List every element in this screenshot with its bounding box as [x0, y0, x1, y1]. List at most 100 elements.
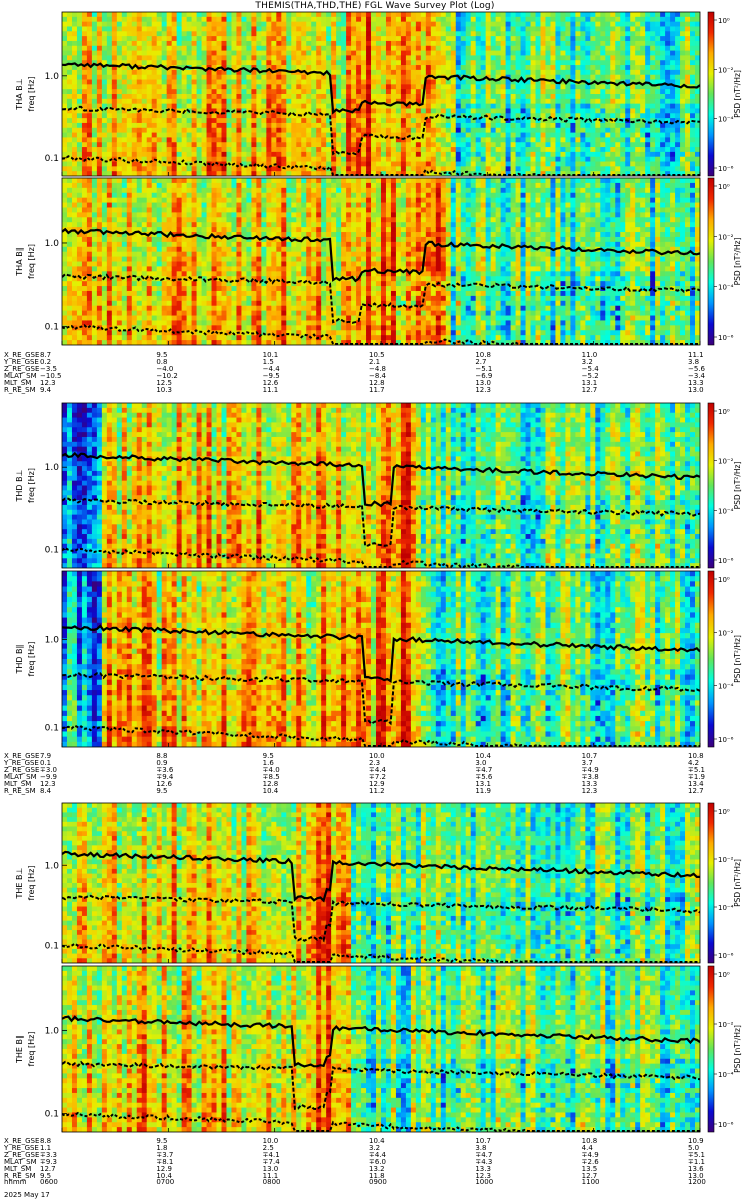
ephemeris-value: −10.5 [40, 372, 61, 380]
fce-line [62, 1015, 700, 1068]
ephemeris-value: 11.1 [263, 386, 279, 394]
ephemeris-value: 10.4 [369, 1138, 385, 1145]
ephemeris-row-label: R_RE_SM [4, 386, 36, 394]
ephemeris-value: 10.8 [475, 352, 491, 359]
ephemeris-value: 0.8 [156, 358, 167, 366]
colorbar: 10⁰ 10⁻² 10⁻⁴ 10⁻⁶ PSD [nT²/Hz] [707, 802, 742, 964]
ephemeris-row-label: Z_RE_GSE [4, 365, 39, 373]
ephemeris-value: 12.3 [475, 1172, 491, 1180]
colorbar: 10⁰ 10⁻² 10⁻⁴ 10⁻⁶ PSD [nT²/Hz] [707, 402, 742, 569]
spectrogram-panel-the-bperp: 0.1 1.0 THE B⊥ freq [Hz] 10⁰ 10⁻² 10⁻⁴ 10⁻⁶ PSD … [15, 802, 742, 964]
ephemeris-value: 1.8 [156, 1144, 167, 1152]
ephemeris-value: ∓1.9 [688, 773, 705, 781]
ephemeris-value: ∓4.7 [475, 1151, 492, 1159]
ephemeris-value: 11.8 [369, 1172, 385, 1180]
y-tick-label: 1.0 [45, 1027, 60, 1037]
y-tick-label: 0.1 [45, 322, 59, 332]
panel-ylabel: freq [Hz] [27, 1032, 36, 1067]
ephemeris-value: 0.1 [40, 759, 51, 767]
ephemeris-value: −8.4 [369, 372, 386, 380]
fce-line [62, 451, 700, 508]
ephemeris-value: 13.0 [475, 379, 491, 387]
colorbar-tick-label: 10⁻⁴ [718, 284, 734, 292]
ephemeris-row-label: X_RE_GSE [4, 1138, 39, 1145]
ephemeris-value: 12.3 [40, 379, 56, 387]
colorbar-tick-label: 10⁻⁶ [718, 334, 734, 342]
ephemeris-value: 0800 [263, 1179, 281, 1186]
ephemeris-value: 1.5 [263, 358, 274, 366]
plot-title: THEMIS(THA,THD,THE) FGL Wave Survey Plot… [0, 1, 750, 11]
ephemeris-value: 9.4 [40, 386, 51, 394]
ephemeris-value: 8.4 [40, 787, 51, 795]
ephemeris-row-label: MLT_SM [4, 780, 31, 788]
ephemeris-value: 12.3 [40, 780, 56, 788]
ephemeris-value: −5.6 [688, 365, 705, 373]
y-tick-label: 0.1 [45, 723, 59, 733]
ephemeris-value: 7.9 [40, 753, 51, 760]
ephemeris-value: 13.6 [688, 1165, 704, 1173]
colorbar-tick-label: 10⁰ [718, 17, 730, 25]
spectrogram-panel-the-bpar: 0.1 1.0 THE B∥ freq [Hz] 10⁰ 10⁻² 10⁻⁴ 10⁻⁶ PSD … [15, 965, 742, 1133]
ephemeris-value: ∓4.0 [263, 766, 280, 774]
ephemeris-value: ∓4.3 [475, 1158, 492, 1166]
colorbar-tick-label: 10⁻⁴ [718, 683, 734, 691]
ephemeris-value: 10.4 [156, 1172, 172, 1180]
ephemeris-value: 12.8 [369, 379, 385, 387]
fce-line [62, 62, 700, 115]
ephemeris-row-label: MLT_SM [4, 379, 31, 387]
colorbar-tick-label: 10⁻² [718, 629, 734, 637]
ephemeris-table-the: X_RE_GSE Y_RE_GSE Z_RE_GSE MLAT_SM MLT_SM R_R… [0, 1138, 750, 1194]
ephemeris-value: 10.1 [263, 352, 279, 359]
ephemeris-value: 10.0 [369, 753, 385, 760]
spectrogram-panel-thd-bperp: 0.1 1.0 THD B⊥ freq [Hz] 10⁰ 10⁻² 10⁻⁴ 10⁻⁶ PSD … [15, 402, 742, 569]
spectrogram-panel-thd-bpar: 0.1 1.0 THD B∥ freq [Hz] 10⁰ 10⁻² 10⁻⁴ 10⁻⁶ PSD … [15, 570, 742, 748]
ephemeris-value: 13.5 [582, 1165, 598, 1173]
date-label: 2025 May 17 [4, 1192, 50, 1199]
ephemeris-value: 0900 [369, 1179, 387, 1186]
y-tick-label: 0.1 [45, 1110, 59, 1120]
ephemeris-value: 10.7 [582, 753, 598, 760]
panel-ylabel: freq [Hz] [27, 468, 36, 503]
ephemeris-value: 11.9 [475, 787, 491, 795]
ephemeris-value: ∓5.1 [688, 766, 705, 774]
ephemeris-value: 9.5 [156, 1138, 167, 1145]
ephemeris-value: 13.0 [688, 386, 704, 394]
colorbar-label: PSD [nT²/Hz] [733, 70, 742, 118]
ephemeris-value: ∓2.6 [582, 1158, 599, 1166]
ephemeris-value: 9.5 [156, 787, 167, 795]
ephemeris-value: 3.8 [688, 358, 699, 366]
ephemeris-value: 3.0 [475, 759, 486, 767]
ephemeris-value: 10.9 [688, 1138, 704, 1145]
ephemeris-value: 8.7 [40, 352, 51, 359]
spectrogram-heatmap [62, 571, 700, 747]
ephemeris-value: 13.2 [369, 1165, 385, 1173]
colorbar-tick-label: 10⁰ [718, 576, 730, 584]
ephemeris-value: 12.5 [156, 379, 172, 387]
ephemeris-value: 13.4 [688, 780, 704, 788]
colorbar-tick-label: 10⁻⁶ [718, 952, 734, 960]
ephemeris-value: ∓7.2 [369, 773, 386, 781]
y-tick-label: 1.0 [45, 72, 60, 82]
y-tick-label: 1.0 [45, 239, 60, 249]
colorbar-tick-label: 10⁻⁴ [718, 116, 734, 124]
ephemeris-value: ∓4.9 [582, 766, 599, 774]
ephemeris-value: 2.7 [475, 358, 486, 366]
y-tick-label: 0.1 [45, 941, 59, 951]
ephemeris-value: ∓6.0 [369, 1158, 386, 1166]
ephemeris-value: 11.2 [369, 787, 385, 795]
half-fce-line [62, 105, 700, 156]
panel-ylabel: freq [Hz] [27, 244, 36, 279]
ephemeris-value: 10.8 [582, 1138, 598, 1145]
ephemeris-value: ∓3.3 [40, 1151, 57, 1159]
half-fce-line [62, 671, 700, 726]
ephemeris-value: ∓9.3 [40, 1158, 57, 1166]
panel-ylabel: THA B∥ [15, 247, 24, 276]
ephemeris-value: 1000 [475, 1179, 493, 1186]
colorbar: 10⁰ 10⁻² 10⁻⁴ 10⁻⁶ PSD [nT²/Hz] [707, 177, 742, 346]
colorbar-label: PSD [nT²/Hz] [733, 462, 742, 510]
colorbar: 10⁰ 10⁻² 10⁻⁴ 10⁻⁶ PSD [nT²/Hz] [707, 965, 742, 1133]
panel-ylabel: freq [Hz] [27, 866, 36, 901]
ephemeris-value: 13.3 [582, 780, 598, 788]
ephemeris-value: 12.7 [582, 386, 598, 394]
